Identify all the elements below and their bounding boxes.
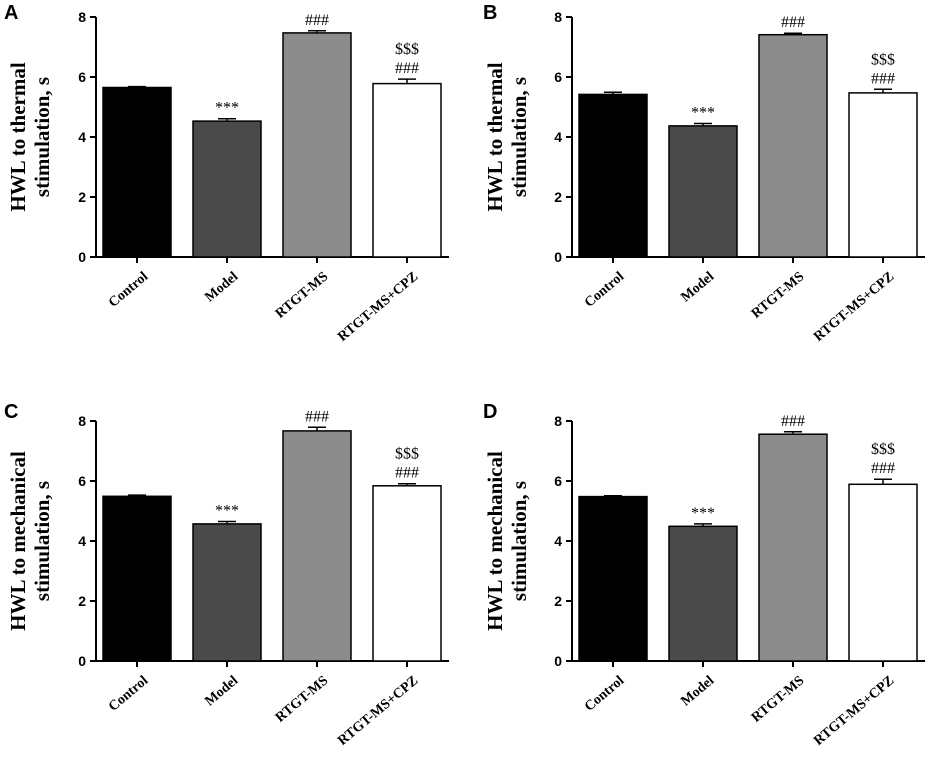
x-tick-label: RTGT-MS+CPZ: [335, 673, 421, 748]
y-tick-label: 4: [78, 533, 86, 549]
y-axis-label: HWL to mechanical: [483, 451, 507, 631]
y-tick-label: 0: [554, 249, 562, 265]
bar-control: [102, 86, 172, 258]
y-tick-label: 8: [78, 413, 86, 429]
bar-rtgt-ms-cpz: [372, 82, 442, 258]
y-tick-label: 4: [554, 533, 562, 549]
significance-label: ###: [781, 14, 805, 31]
y-axis-label: stimulation, s: [507, 481, 531, 601]
chart-panel-d: D HWL to mechanical stimulation, s 0 2 4 6 8 Con…: [483, 401, 925, 749]
bar-rtgt-ms-cpz: [848, 92, 918, 258]
y-tick-label: 6: [554, 69, 562, 85]
y-tick-label: 6: [78, 473, 86, 489]
y-tick-label: 6: [78, 69, 86, 85]
significance-label: ###: [395, 465, 419, 482]
x-tick-label: RTGT-MS: [273, 673, 331, 725]
bar-control: [102, 495, 172, 662]
y-axis-label: stimulation, s: [30, 481, 54, 601]
y-axis-label: HWL to thermal: [6, 62, 30, 211]
significance-label: ###: [395, 60, 419, 77]
bar-model: [192, 523, 262, 662]
panel-letter: C: [4, 401, 18, 423]
bar-model: [668, 125, 738, 258]
bar-rtgt-ms-cpz: [848, 483, 918, 662]
y-tick-label: 2: [554, 593, 562, 609]
significance-label: ***: [215, 503, 239, 520]
significance-label: ###: [781, 413, 805, 430]
chart-panel-a: A HWL to thermal stimulation, s 0 2 4 6 8 Contro…: [4, 2, 449, 345]
bar-model: [192, 120, 262, 258]
x-tick-label: Model: [678, 673, 717, 709]
significance-label: ###: [871, 460, 895, 477]
chart-panel-c: C HWL to mechanical stimulation, s 0 2 4 6 8 Con…: [4, 401, 449, 749]
x-tick-label: RTGT-MS: [273, 269, 331, 321]
x-tick-label: RTGT-MS: [749, 269, 807, 321]
x-tick-label: RTGT-MS+CPZ: [335, 269, 421, 344]
y-axis-label: HWL to mechanical: [6, 451, 30, 631]
y-tick-label: 2: [554, 189, 562, 205]
x-tick-label: Model: [678, 269, 717, 305]
x-tick-label: RTGT-MS+CPZ: [811, 269, 897, 344]
bar-rtgt-ms: [758, 33, 828, 258]
bar-rtgt-ms: [282, 430, 352, 662]
panel-letter: B: [483, 2, 497, 24]
x-tick-label: Model: [202, 673, 241, 709]
y-tick-label: 8: [554, 413, 562, 429]
x-tick-label: RTGT-MS: [749, 673, 807, 725]
x-tick-label: Model: [202, 269, 241, 305]
x-tick-label: Control: [582, 269, 627, 310]
y-tick-label: 0: [78, 653, 86, 669]
bar-control: [578, 495, 648, 662]
y-tick-label: 2: [78, 593, 86, 609]
panel-letter: A: [4, 2, 18, 24]
significance-label: $$$: [871, 441, 895, 458]
bar-model: [668, 525, 738, 662]
significance-label: ***: [215, 100, 239, 117]
panel-letter: D: [483, 401, 497, 423]
y-tick-label: 4: [78, 129, 86, 145]
x-tick-label: Control: [106, 269, 151, 310]
x-tick-label: Control: [106, 673, 151, 714]
significance-label: ###: [305, 408, 329, 425]
chart-panel-b: B HWL to thermal stimulation, s 0 2 4 6 8 Contro…: [483, 2, 925, 345]
y-tick-label: 4: [554, 129, 562, 145]
y-tick-label: 6: [554, 473, 562, 489]
y-tick-label: 0: [554, 653, 562, 669]
y-tick-label: 2: [78, 189, 86, 205]
y-tick-label: 8: [554, 9, 562, 25]
significance-label: $$$: [395, 41, 419, 58]
significance-label: $$$: [395, 446, 419, 463]
significance-label: ###: [305, 12, 329, 29]
y-tick-label: 0: [78, 249, 86, 265]
significance-label: ***: [691, 105, 715, 122]
significance-label: $$$: [871, 51, 895, 68]
y-axis-label: stimulation, s: [30, 77, 54, 197]
bar-rtgt-ms: [282, 32, 352, 258]
significance-label: ###: [871, 70, 895, 87]
x-tick-label: RTGT-MS+CPZ: [811, 673, 897, 748]
bar-rtgt-ms: [758, 433, 828, 662]
bar-rtgt-ms-cpz: [372, 485, 442, 662]
x-tick-label: Control: [582, 673, 627, 714]
y-axis-label: HWL to thermal: [483, 62, 507, 211]
bar-control: [578, 93, 648, 258]
y-tick-label: 8: [78, 9, 86, 25]
significance-label: ***: [691, 505, 715, 522]
y-axis-label: stimulation, s: [507, 77, 531, 197]
